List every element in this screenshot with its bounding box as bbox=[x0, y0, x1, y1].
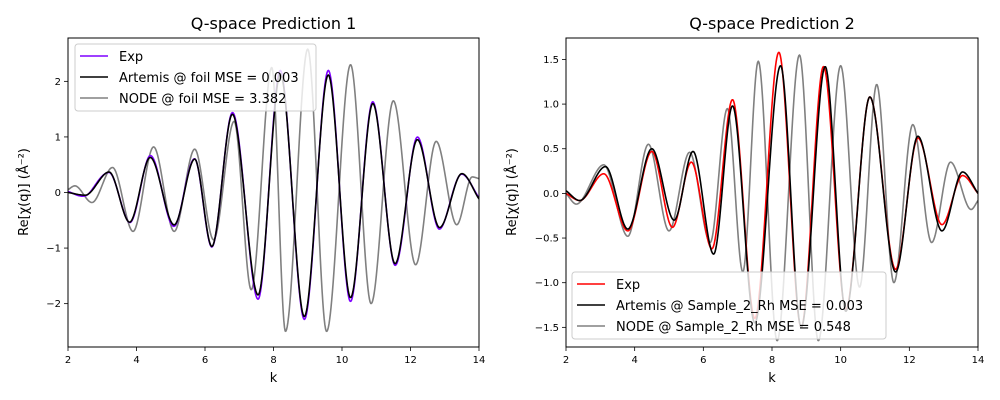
panel-1-x-ticks: 2 4 6 8 10 12 14 bbox=[65, 347, 486, 366]
panel-1-y-axis-label: Re[χ(q)] (Å⁻²) bbox=[16, 148, 32, 236]
panel-1-x-axis-label: k bbox=[270, 371, 278, 386]
y-tick-label: 2 bbox=[55, 77, 61, 88]
legend-label-exp: Exp bbox=[119, 50, 143, 65]
x-tick-label: 4 bbox=[631, 355, 637, 366]
panel-1: Q-space Prediction 1 2 4 6 8 10 12 14 −2 −1 0 1 2 … bbox=[16, 14, 485, 386]
x-tick-label: 8 bbox=[769, 355, 775, 366]
y-tick-label: −0.5 bbox=[535, 234, 559, 245]
y-tick-label: 0.5 bbox=[543, 144, 559, 155]
x-tick-label: 10 bbox=[336, 355, 349, 366]
x-tick-label: 2 bbox=[563, 355, 569, 366]
panel-2: Q-space Prediction 2 2 4 6 8 10 12 14 −1.5 −1.0… bbox=[504, 14, 984, 386]
y-tick-label: 1.0 bbox=[543, 100, 559, 111]
y-tick-label: 1.5 bbox=[543, 55, 559, 66]
legend-label-exp: Exp bbox=[616, 278, 640, 293]
panel-2-y-ticks: −1.5 −1.0 −0.5 0.0 0.5 1.0 1.5 bbox=[535, 55, 566, 334]
x-tick-label: 12 bbox=[903, 355, 916, 366]
panel-1-title: Q-space Prediction 1 bbox=[191, 14, 357, 33]
y-tick-label: −2 bbox=[46, 299, 61, 310]
y-tick-label: −1.0 bbox=[535, 278, 559, 289]
x-tick-label: 6 bbox=[700, 355, 706, 366]
y-tick-label: −1.5 bbox=[535, 323, 559, 334]
y-tick-label: 0 bbox=[55, 188, 61, 199]
panel-1-y-ticks: −2 −1 0 1 2 bbox=[46, 77, 68, 310]
series-line-artemis bbox=[566, 65, 978, 328]
panel-1-legend: Exp Artemis @ foil MSE = 0.003 NODE @ fo… bbox=[74, 43, 317, 112]
legend-label-node: NODE @ foil MSE = 3.382 bbox=[119, 92, 286, 107]
x-tick-label: 8 bbox=[270, 355, 276, 366]
legend-label-node: NODE @ Sample_2_Rh MSE = 0.548 bbox=[616, 320, 851, 335]
x-tick-label: 10 bbox=[834, 355, 847, 366]
x-tick-label: 12 bbox=[404, 355, 417, 366]
panel-1-legend-frame bbox=[74, 43, 317, 112]
x-tick-label: 14 bbox=[473, 355, 486, 366]
y-tick-label: 0.0 bbox=[543, 189, 559, 200]
series-line-artemis bbox=[68, 73, 479, 318]
panel-2-title: Q-space Prediction 2 bbox=[689, 14, 855, 33]
panel-2-legend: Exp Artemis @ Sample_2_Rh MSE = 0.003 NO… bbox=[571, 271, 887, 340]
panel-2-x-ticks: 2 4 6 8 10 12 14 bbox=[563, 347, 985, 366]
panel-2-legend-frame bbox=[571, 271, 887, 340]
x-tick-label: 14 bbox=[972, 355, 985, 366]
y-tick-label: −1 bbox=[46, 244, 61, 255]
x-tick-label: 6 bbox=[202, 355, 208, 366]
x-tick-label: 2 bbox=[65, 355, 71, 366]
panel-2-y-axis-label: Re[χ(q)] (Å⁻²) bbox=[504, 148, 520, 236]
y-tick-label: 1 bbox=[55, 132, 61, 143]
legend-label-artemis: Artemis @ Sample_2_Rh MSE = 0.003 bbox=[616, 299, 863, 314]
panel-2-x-axis-label: k bbox=[768, 371, 776, 386]
x-tick-label: 4 bbox=[133, 355, 139, 366]
legend-label-artemis: Artemis @ foil MSE = 0.003 bbox=[119, 71, 299, 86]
